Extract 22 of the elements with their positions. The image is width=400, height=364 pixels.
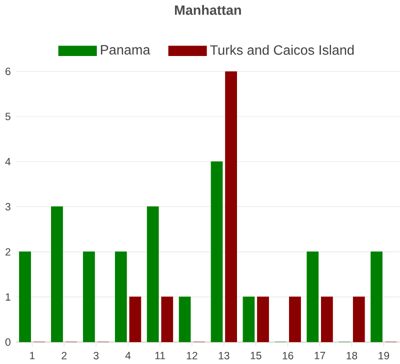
x-tick-label: 13 [218,352,230,360]
y-tick-label: 4 [5,158,11,166]
x-tick-label: 1 [30,352,35,359]
x-tick-label: 17 [314,352,326,359]
y-tick-label: 2 [6,248,10,256]
y-tick-label: 0 [5,338,10,346]
y-tick-label: 5 [5,112,10,120]
chart-title: Manhattan [174,4,241,15]
x-tick-label: 18 [346,352,358,360]
x-tick-label: 3 [94,352,99,360]
x-tick-label: 12 [186,352,198,360]
y-tick-label: 1 [6,293,10,300]
x-tick-label: 2 [62,352,67,360]
x-tick-label: 11 [155,352,165,359]
x-tick-label: 16 [282,352,294,360]
legend-label: Panama [100,44,150,54]
x-tick-label: 19 [378,352,390,360]
x-tick-label: 15 [250,352,262,360]
y-tick-label: 3 [5,202,10,210]
y-tick-label: 6 [6,67,10,75]
x-tick-label: 4 [125,352,131,359]
legend-label: Turks and Caicos Island [210,44,354,55]
